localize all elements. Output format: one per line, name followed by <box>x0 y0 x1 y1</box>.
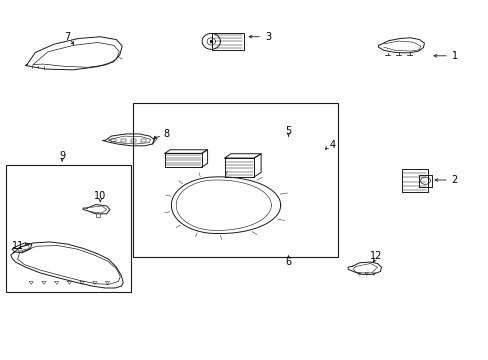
Text: 9: 9 <box>59 150 65 161</box>
Bar <box>6 165 130 292</box>
Text: 5: 5 <box>285 126 291 136</box>
Text: 7: 7 <box>64 32 70 42</box>
Text: 6: 6 <box>285 257 291 267</box>
Text: 4: 4 <box>329 140 335 150</box>
Text: 8: 8 <box>163 129 169 139</box>
Text: 1: 1 <box>451 51 457 61</box>
Bar <box>133 103 338 257</box>
Text: 11: 11 <box>11 241 24 251</box>
Text: 3: 3 <box>264 32 270 42</box>
Text: 2: 2 <box>451 175 457 185</box>
Text: 12: 12 <box>369 251 382 261</box>
Text: 10: 10 <box>94 191 106 201</box>
